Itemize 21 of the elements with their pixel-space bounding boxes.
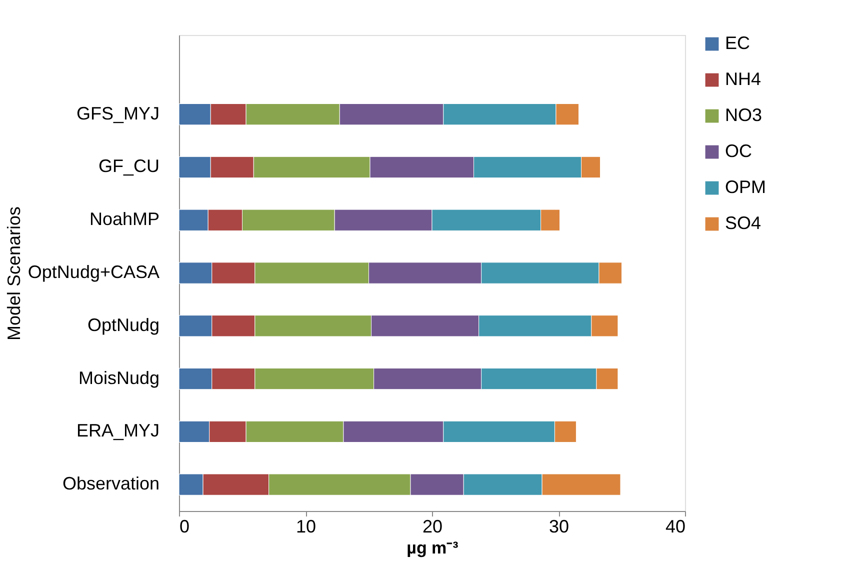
y-tick-label: MoisNudg xyxy=(78,368,160,388)
y-tick-label: GFS_MYJ xyxy=(76,103,160,124)
legend-label: EC xyxy=(725,33,750,53)
x-tick-label: 20 xyxy=(422,516,443,536)
y-tick-label: GF_CU xyxy=(98,156,160,176)
y-tick-label: OptNudg+CASA xyxy=(28,262,160,282)
x-tick-label: 40 xyxy=(665,516,686,536)
legend-label: OC xyxy=(725,141,752,161)
x-tick-label: 0 xyxy=(180,516,190,536)
y-tick-label: NoahMP xyxy=(89,209,160,230)
x-axis-title: µg m⁻³ xyxy=(406,538,459,558)
y-tick-label: ERA_MYJ xyxy=(76,420,160,441)
legend-label: NH4 xyxy=(725,69,762,89)
y-tick-label: OptNudg xyxy=(87,314,160,335)
y-axis-title: Model Scenarios xyxy=(4,206,24,341)
x-tick-label: 30 xyxy=(548,516,570,536)
legend-label: NO3 xyxy=(725,105,762,125)
legend-label: OPM xyxy=(725,177,766,197)
x-tick-label: 10 xyxy=(296,516,316,536)
legend-label: SO4 xyxy=(725,213,762,233)
y-tick-label: Observation xyxy=(62,474,160,494)
